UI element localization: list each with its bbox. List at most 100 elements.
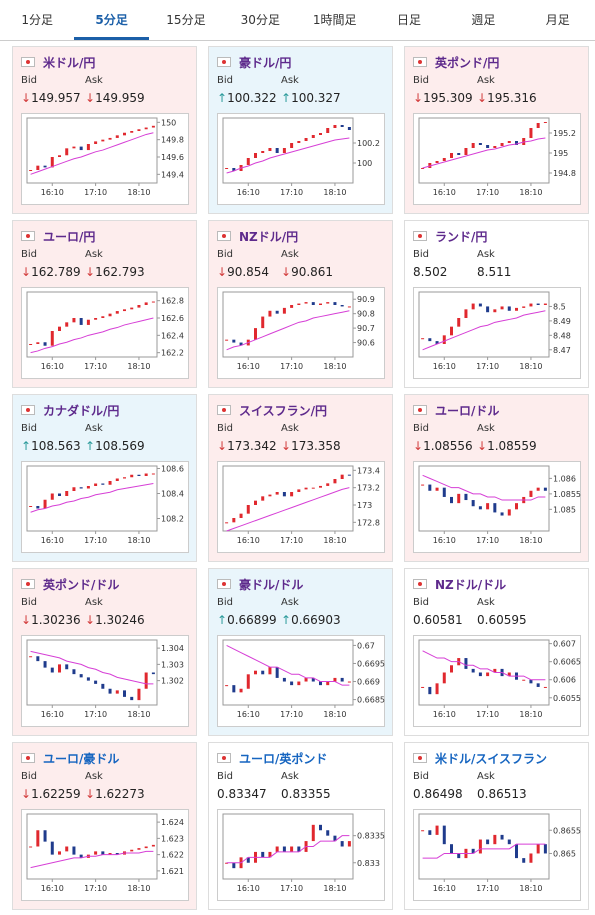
plot-frame: [222, 639, 354, 706]
x-tick-label: 17:10: [280, 188, 303, 197]
rate-card[interactable]: ユーロ/ドル Bid Ask ↓1.08556 ↓1.08559 1.085 1.0855 1…: [404, 394, 589, 562]
flag-mark: [26, 234, 30, 238]
candle: [115, 135, 119, 138]
candle: [297, 141, 301, 143]
tab[interactable]: 週足: [471, 13, 496, 27]
candle: [137, 848, 141, 850]
candle: [297, 489, 301, 492]
ask-number: 149.959: [95, 91, 145, 105]
rate-card[interactable]: 英ポンド/ドル Bid Ask ↓1.30236 ↓1.30246 1.302 1.303 1…: [12, 568, 197, 736]
candle: [79, 146, 83, 151]
flag-mark: [26, 60, 30, 64]
bid-value: ↓90.854: [217, 265, 269, 279]
rate-card[interactable]: スイスフラン/円 Bid Ask ↓173.342 ↓173.358 172.8 173 17…: [208, 394, 393, 562]
candle: [65, 148, 69, 156]
candle: [522, 858, 526, 863]
candle: [282, 307, 286, 314]
pair-title: スイスフラン/円: [239, 404, 328, 418]
pair-title: ユーロ/ドル: [435, 404, 500, 418]
candle: [529, 303, 533, 307]
pair-title: 豪ドル/ドル: [239, 578, 304, 592]
candle: [457, 493, 461, 504]
mini-chart: 1.621 1.622 1.623 1.624 16:10 17:10 18:10: [21, 809, 189, 901]
tab[interactable]: 30分足: [240, 13, 280, 27]
candle: [65, 491, 69, 496]
candle: [86, 677, 90, 681]
rate-card[interactable]: 豪ドル/ドル Bid Ask ↑0.66899 ↑0.66903 0.6685 0.669 0…: [208, 568, 393, 736]
candle: [144, 473, 148, 476]
plot-frame: [26, 117, 158, 184]
candle: [115, 690, 119, 694]
candle: [471, 303, 475, 310]
trend-arrow: ↓: [477, 91, 488, 105]
tab[interactable]: 月足: [545, 13, 570, 27]
mini-chart: 1.302 1.303 1.304 16:10 17:10 18:10: [21, 635, 189, 727]
candle: [94, 680, 98, 684]
bid-value: ↓149.957: [21, 91, 81, 105]
candle: [319, 485, 322, 488]
x-tick-label: 17:10: [476, 536, 499, 545]
candle: [36, 165, 40, 170]
tab[interactable]: 日足: [397, 13, 422, 27]
moving-average: [422, 843, 546, 859]
moving-average: [226, 835, 350, 864]
candle: [333, 479, 337, 484]
rate-card[interactable]: 豪ドル/円 Bid Ask ↑100.322 ↑100.327 100 100.2 16:10…: [208, 46, 393, 214]
trend-arrow: ↑: [217, 91, 228, 105]
rate-card[interactable]: ユーロ/英ポンド Bid Ask 0.83347 0.83355 0.833 0.8335 1…: [208, 742, 393, 910]
candle: [282, 677, 286, 682]
flag-mark: [26, 408, 30, 412]
flag-icon: [21, 231, 35, 241]
plot-frame: [222, 117, 354, 184]
candle: [151, 473, 155, 475]
flag-icon: [21, 579, 35, 589]
candle: [232, 862, 236, 869]
flag-mark: [418, 582, 422, 586]
candle: [471, 668, 475, 673]
chart-bg: [413, 635, 581, 727]
rate-card[interactable]: 米ドル/スイスフラン Bid Ask 0.86498 0.86513 0.865 0.865…: [404, 742, 589, 910]
rate-card[interactable]: ランド/円 Bid Ask 8.502 8.511 8.47 8.48 8.49 8.5 16:1…: [404, 220, 589, 388]
y-tick-label: 100: [357, 159, 372, 168]
rate-card[interactable]: ユーロ/円 Bid Ask ↓162.789 ↓162.793 162.2 162.4 162…: [12, 220, 197, 388]
rate-card[interactable]: 米ドル/円 Bid Ask ↓149.957 ↓149.959 149.4 149.6 149…: [12, 46, 197, 214]
x-tick-label: 18:10: [127, 536, 150, 545]
ask-value: ↓90.861: [281, 265, 333, 279]
candle: [268, 851, 272, 858]
rate-card[interactable]: ユーロ/豪ドル Bid Ask ↓1.62259 ↓1.62273 1.621 1.622 1…: [12, 742, 197, 910]
candle: [543, 844, 547, 854]
candle: [94, 851, 98, 855]
y-tick-label: 8.5: [553, 302, 566, 311]
ask-value: ↑0.66903: [281, 613, 341, 627]
candle: [43, 830, 47, 842]
bid-label: Bid: [413, 75, 429, 86]
candle: [319, 681, 322, 686]
candle: [333, 677, 337, 682]
rate-card[interactable]: NZドル/ドル Bid Ask 0.60581 0.60595 0.6055 0.606 0.…: [404, 568, 589, 736]
candle: [347, 681, 351, 683]
x-tick-label: 16:10: [433, 710, 456, 719]
candle: [347, 841, 351, 847]
bid-number: 8.502: [413, 265, 448, 279]
rate-card[interactable]: 英ポンド/円 Bid Ask ↓195.309 ↓195.316 194.8 195 195.…: [404, 46, 589, 214]
trend-arrow: ↑: [85, 439, 96, 453]
tab[interactable]: 1分足: [21, 13, 53, 27]
candle: [471, 848, 475, 854]
candle: [137, 688, 141, 701]
chart-bg: [413, 113, 581, 205]
ask-number: 162.793: [95, 265, 145, 279]
bid-value: 8.502: [413, 265, 447, 279]
pair-title: 英ポンド/ドル: [43, 578, 120, 592]
bid-number: 195.309: [423, 91, 473, 105]
tab[interactable]: 1時間足: [312, 13, 357, 27]
tab[interactable]: 15分足: [166, 13, 206, 27]
tab[interactable]: 5分足: [74, 0, 149, 40]
rate-card[interactable]: カナダドル/円 Bid Ask ↑108.563 ↑108.569 108.2 108.4 1…: [12, 394, 197, 562]
y-tick-label: 195: [553, 149, 568, 158]
mini-chart: 108.2 108.4 108.6 16:10 17:10 18:10: [21, 461, 189, 553]
candle: [29, 506, 33, 507]
candle: [464, 658, 468, 669]
bid-value: ↓1.08556: [413, 439, 473, 453]
flag-icon: [217, 405, 231, 415]
rate-card[interactable]: NZドル/円 Bid Ask ↓90.854 ↓90.861 90.6 90.7 90.8 90…: [208, 220, 393, 388]
